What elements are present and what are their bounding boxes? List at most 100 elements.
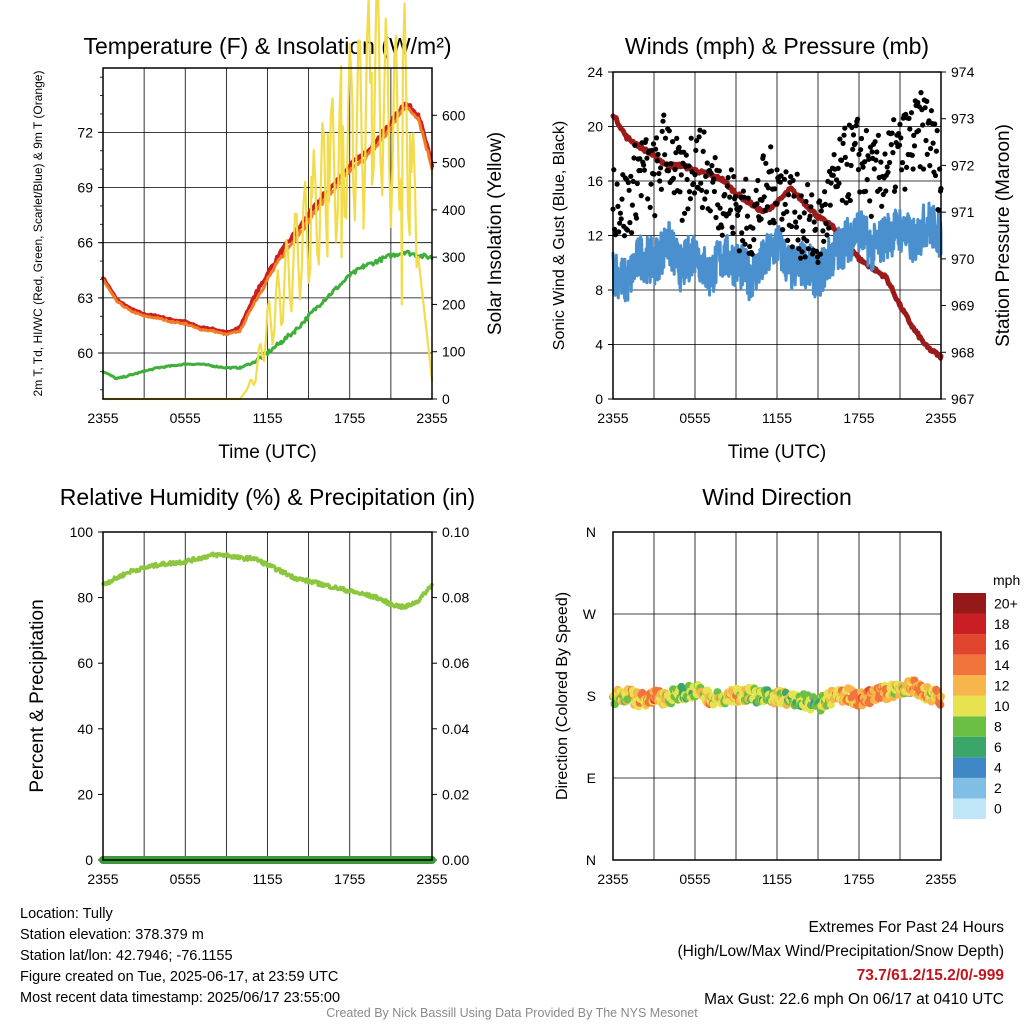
gust-point — [811, 219, 817, 225]
x-tick-label: 2355 — [597, 871, 628, 887]
gust-point — [719, 232, 725, 238]
gust-point — [853, 123, 859, 129]
gust-point — [754, 201, 760, 207]
gust-point — [650, 141, 657, 147]
gust-point — [653, 135, 660, 141]
gust-point — [918, 90, 924, 96]
gust-point — [890, 150, 896, 156]
gust-point — [850, 146, 856, 152]
gust-point — [731, 174, 737, 180]
gust-point — [621, 233, 628, 239]
y-right-tick-label: 0.02 — [442, 786, 469, 802]
gust-point — [729, 224, 735, 230]
gust-point — [795, 237, 801, 243]
gust-point — [805, 246, 812, 252]
station-latlon: Station lat/lon: 42.7946; -76.1155 — [20, 948, 233, 964]
gust-point — [869, 149, 875, 155]
gust-point — [930, 140, 936, 146]
gust-point — [732, 194, 739, 200]
plot-frame — [102, 531, 433, 861]
gust-point — [693, 147, 699, 153]
gust-point — [863, 188, 869, 194]
gust-point — [659, 128, 665, 134]
gust-point — [799, 249, 805, 255]
gust-point — [855, 116, 861, 122]
y-right-tick-label: 0.10 — [442, 524, 469, 540]
gust-point — [808, 204, 814, 210]
gust-point — [887, 159, 893, 166]
y-right-tick-label: 0.00 — [442, 852, 469, 868]
y-right-tick-label: 971 — [951, 204, 975, 220]
gust-point — [658, 186, 665, 192]
gust-point — [803, 198, 809, 205]
gust-point — [712, 155, 718, 161]
gust-point — [625, 179, 631, 186]
y-tick-label: 69 — [77, 180, 93, 196]
plot-frame — [612, 531, 942, 861]
gust-point — [668, 161, 674, 167]
gust-point — [784, 209, 790, 215]
gust-point — [741, 194, 747, 200]
gust-point — [661, 112, 667, 118]
gust-point — [840, 140, 846, 146]
gust-point — [722, 191, 728, 198]
gust-point — [849, 124, 855, 131]
gust-point — [830, 172, 836, 178]
gust-point — [764, 204, 771, 210]
y-right-tick-label: 968 — [951, 344, 975, 360]
gust-point — [863, 128, 870, 134]
gust-point — [627, 220, 633, 226]
gust-point — [798, 193, 804, 199]
gust-point — [934, 128, 940, 134]
legend-label: 2 — [994, 780, 1002, 796]
gust-point — [628, 173, 634, 179]
y-tick-label: 12 — [587, 228, 603, 244]
gust-point — [730, 230, 736, 236]
gust-point — [772, 186, 778, 192]
x-tick-label: 0555 — [679, 871, 710, 887]
chart-title: Relative Humidity (%) & Precipitation (i… — [60, 484, 475, 510]
y-tick-label: 66 — [77, 235, 93, 251]
x-axis-label: Time (UTC) — [218, 442, 317, 463]
gust-point — [624, 227, 631, 233]
gust-point — [858, 147, 864, 153]
gust-point — [855, 167, 862, 173]
gust-point — [633, 215, 640, 221]
gust-point — [645, 196, 651, 202]
gust-point — [687, 196, 694, 202]
gust-point — [860, 164, 866, 170]
gust-point — [703, 173, 709, 179]
gust-point — [788, 174, 794, 180]
gust-point — [867, 198, 873, 204]
figure-created: Figure created on Tue, 2025-06-17, at 23… — [20, 969, 339, 985]
gust-point — [892, 184, 899, 190]
gust-point — [847, 197, 853, 204]
gust-point — [797, 255, 804, 261]
x-tick-label: 2355 — [416, 871, 447, 887]
gust-point — [933, 148, 940, 154]
x-tick-label: 0555 — [170, 871, 201, 887]
gust-point — [696, 134, 702, 140]
recent-timestamp: Most recent data timestamp: 2025/06/17 2… — [20, 990, 341, 1006]
gust-point — [727, 194, 733, 200]
y-axis-label: Percent & Precipitation — [27, 599, 48, 792]
gust-point — [792, 209, 798, 215]
gust-point — [773, 201, 780, 207]
gust-point — [899, 160, 906, 166]
gust-point — [835, 165, 841, 171]
gust-point — [828, 180, 834, 186]
gust-point — [907, 126, 913, 132]
gust-point — [916, 128, 922, 134]
temp_9m-line — [101, 106, 434, 337]
gust-point — [796, 246, 802, 252]
gust-point — [888, 142, 894, 148]
gust-point — [793, 224, 800, 230]
gust-point — [719, 224, 725, 230]
legend-swatch — [953, 757, 986, 778]
gust-point — [815, 259, 821, 265]
gust-point — [657, 178, 663, 184]
gust-point — [771, 220, 777, 226]
gust-point — [630, 178, 636, 184]
gust-point — [662, 152, 668, 158]
gust-point — [737, 204, 743, 211]
